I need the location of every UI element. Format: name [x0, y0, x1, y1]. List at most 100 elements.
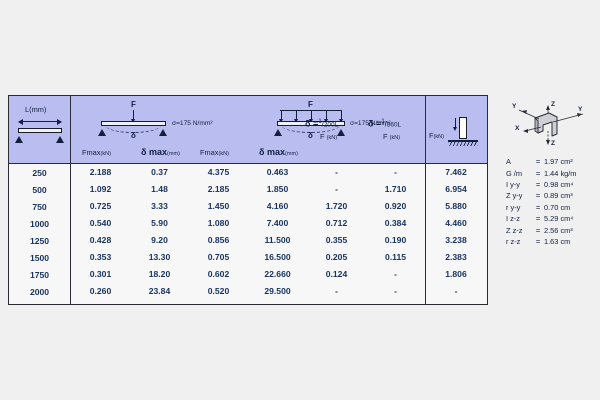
udl-arrow-2-icon [294, 110, 298, 123]
cell-point-dmax: 18.20 [148, 269, 171, 279]
property-value: 1.97 cm² [544, 157, 573, 167]
section-properties-table: A = 1.97 cm² G /m = 1.44 kg/m I y-y = 0.98 cm⁴ Z … [505, 156, 577, 247]
ground-hatch-icon [448, 141, 478, 146]
cell-axial: 3.238 [445, 235, 467, 245]
property-row: r y-y = 0.70 cm [505, 202, 577, 213]
cell-limit-200: 0.355 [325, 235, 348, 245]
limit-200-sub: F (kN) [320, 132, 337, 141]
property-value: 0.98 cm⁴ [544, 179, 574, 189]
axial-f-unit: (kN) [433, 134, 445, 140]
axis-label-z-top: Z [551, 101, 556, 108]
cross-section-diagram: Y Z X Z Y [505, 100, 597, 152]
pt-dmax-unit: (mm) [166, 151, 181, 157]
support-right-icon [56, 136, 64, 143]
cell-axial: 6.954 [445, 184, 467, 194]
cell-udl-fmax: 2.185 [207, 184, 230, 194]
cell-axial: 1.806 [445, 269, 467, 279]
cell-point-dmax: 1.48 [151, 184, 168, 194]
limit-200-den: 200L [323, 121, 339, 129]
cell-point-fmax: 0.301 [89, 269, 112, 279]
cell-limit-360: 0.115 [384, 252, 407, 262]
cell-udl-fmax: 1.080 [207, 218, 230, 228]
property-equals: = [535, 214, 541, 224]
cell-axial: - [454, 286, 458, 296]
table-row: 1500 [9, 249, 70, 266]
cell-point-dmax: 5.90 [151, 218, 168, 228]
property-equals: = [535, 202, 541, 212]
cell-length: 1500 [29, 252, 50, 263]
cell-limit-200: - [335, 286, 338, 296]
cell-limit-200: 1.720 [325, 201, 348, 211]
length-values-column: 250 500 750 1000 1250 1500 1750 2000 [9, 164, 71, 304]
cell-limit-360: - [394, 269, 397, 279]
property-row: r z-z = 1.63 cm [505, 236, 577, 247]
property-symbol: A [506, 157, 511, 167]
cell-point-dmax: 3.33 [151, 201, 168, 211]
cell-udl-dmax: 4.160 [266, 201, 289, 211]
point-load-arrow-icon [131, 110, 135, 123]
cell-limit-360: 0.920 [384, 201, 407, 211]
cell-udl-dmax: 29.500 [264, 286, 291, 296]
limit-200-symbol: δ = [305, 118, 319, 129]
property-value: 0.89 cm³ [544, 191, 573, 201]
property-row: I y-y = 0.98 cm⁴ [505, 179, 577, 190]
cell-limit-360: - [394, 286, 397, 296]
property-value: 1.63 cm [544, 236, 571, 246]
axial-f-label: F [429, 131, 434, 140]
cell-udl-fmax: 0.602 [207, 269, 230, 279]
property-symbol: Z z-z [506, 225, 523, 235]
cell-point-fmax: 0.540 [89, 218, 112, 228]
property-value: 5.29 cm⁴ [544, 214, 574, 224]
axial-values-column: 7.462 6.954 5.880 4.460 3.238 2.383 1.806 - [426, 164, 486, 304]
cell-udl-dmax: 7.400 [266, 218, 289, 228]
udl-load-label: F [308, 100, 313, 109]
property-symbol: I z-z [506, 214, 520, 224]
pt-fmax-label: Fmax [82, 148, 101, 157]
point-load-delta-symbol: δ [131, 131, 136, 140]
support-left-icon [15, 136, 23, 143]
axis-label-y-right: Y [578, 106, 583, 113]
cell-length: 1000 [29, 218, 50, 229]
cell-length: 1750 [29, 269, 50, 280]
property-row: I z-z = 5.29 cm⁴ [505, 213, 577, 224]
cell-length: 500 [32, 184, 47, 195]
limit-360-f: F [383, 132, 388, 141]
udl-dmax-header: δ max(mm) [259, 147, 298, 157]
span-dimension-arrow [18, 118, 62, 125]
property-equals: = [535, 191, 541, 201]
cell-udl-dmax: 16.500 [264, 252, 291, 262]
axial-values-list: 7.462 6.954 5.880 4.460 3.238 2.383 1.806 - [426, 164, 486, 300]
cell-limit-200: 0.124 [325, 269, 348, 279]
limit-200-title: δ =1/200L [305, 118, 339, 129]
udl-fmax-header: Fmax(kN) [200, 148, 229, 157]
cell-udl-dmax: 1.850 [266, 184, 289, 194]
pt-fmax-unit: (kN) [100, 151, 112, 157]
cell-udl-fmax: 0.705 [207, 252, 230, 262]
property-symbol: r y-y [506, 202, 521, 212]
limit-200-unit: (kN) [326, 135, 338, 141]
cell-udl-fmax: 4.375 [207, 167, 230, 177]
cell-axial: 7.462 [445, 167, 467, 177]
axis-label-z-bottom: Z [551, 140, 556, 147]
cell-point-fmax: 0.353 [89, 252, 112, 262]
pt-dmax-label: δ max [141, 147, 167, 157]
property-row: A = 1.97 cm² [505, 156, 577, 167]
cell-limit-360: 1.710 [384, 184, 407, 194]
axis-label-x: X [515, 125, 520, 132]
table-row: 750 [9, 198, 70, 215]
property-value: 2.56 cm³ [544, 225, 573, 235]
cell-length: 2000 [29, 286, 50, 297]
point-load-stress-note: σ=175 N/mm² [172, 120, 213, 127]
property-symbol: Z y-y [506, 191, 523, 201]
header-axial-column: F(kN) [426, 96, 486, 163]
header-length-column: L(mm) [9, 96, 71, 163]
cell-limit-360: 0.384 [384, 218, 407, 228]
property-equals: = [535, 168, 541, 178]
udl-stress-note: σ=175 N/mm² [350, 120, 391, 127]
column-member-icon [459, 117, 467, 139]
point-load-deflection-curve [105, 125, 161, 133]
property-symbol: G /m [506, 168, 523, 178]
property-row: Z z-z = 2.56 cm³ [505, 224, 577, 235]
property-symbol: I y-y [506, 179, 520, 189]
cell-length: 250 [32, 167, 47, 178]
